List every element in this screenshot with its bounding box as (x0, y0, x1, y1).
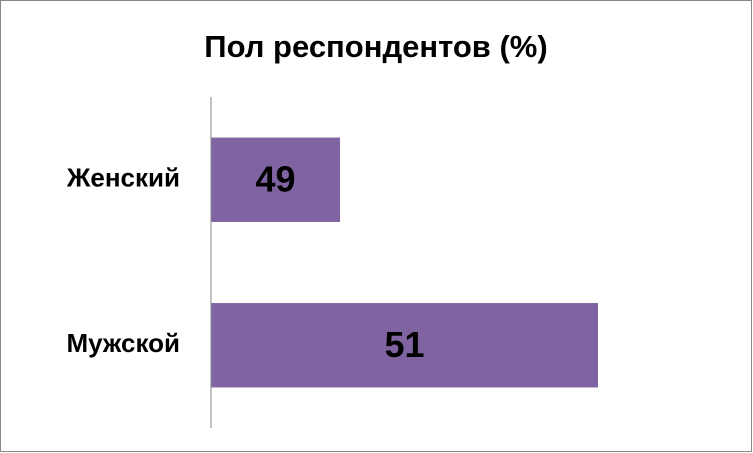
chart-title: Пол респондентов (%) (204, 29, 547, 64)
bar (211, 137, 340, 222)
y-tick-label: Мужской (66, 328, 180, 358)
data-label: 49 (255, 158, 295, 199)
y-tick-label: Женский (66, 163, 180, 193)
data-label: 51 (384, 324, 424, 365)
bar (211, 303, 598, 388)
